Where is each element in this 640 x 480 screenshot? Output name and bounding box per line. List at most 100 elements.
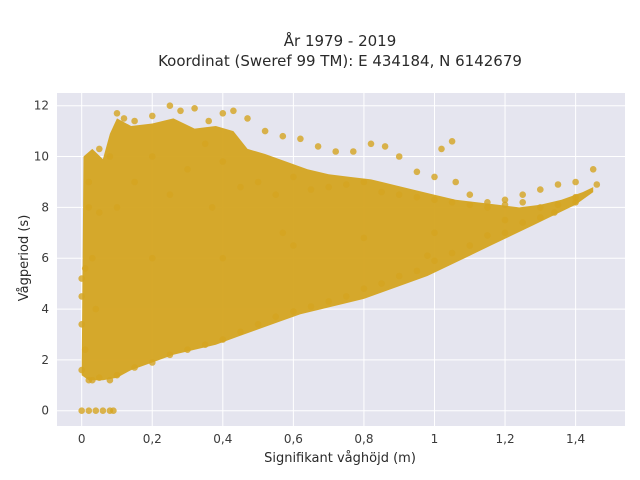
data-point (85, 407, 93, 415)
data-point (149, 112, 156, 120)
data-point (92, 305, 100, 313)
data-point (261, 127, 269, 135)
y-tick-label: 6 (41, 251, 49, 265)
data-point (81, 265, 89, 272)
data-point (325, 298, 333, 305)
y-tick-label: 4 (41, 302, 49, 316)
x-tick-label: 0,4 (213, 432, 232, 446)
data-point (254, 321, 262, 328)
data-point (395, 272, 403, 280)
data-point (431, 229, 438, 237)
data-point (272, 313, 280, 321)
data-point (367, 140, 375, 148)
data-point (448, 199, 456, 206)
data-point (381, 143, 389, 150)
x-tick-label: 0 (78, 432, 86, 446)
data-point (519, 191, 526, 198)
y-tick-label: 10 (34, 150, 49, 164)
data-point (448, 249, 456, 257)
data-point (166, 191, 174, 198)
y-tick-label: 8 (41, 200, 49, 214)
data-point (219, 158, 227, 165)
data-point (431, 173, 438, 181)
data-point (219, 254, 227, 262)
x-tick-label: 0,6 (284, 432, 303, 446)
data-point (413, 267, 421, 275)
data-point (593, 181, 601, 188)
data-point (572, 178, 579, 186)
data-point (378, 280, 385, 287)
y-tick-label: 12 (34, 99, 49, 113)
data-point (106, 376, 114, 384)
data-point (290, 242, 297, 249)
data-point (343, 181, 350, 188)
data-point (92, 407, 100, 415)
data-point (484, 232, 491, 239)
data-point (279, 229, 287, 237)
data-point (466, 242, 474, 249)
data-point (81, 346, 89, 354)
data-point (166, 351, 174, 359)
data-point (395, 191, 403, 198)
data-point (113, 204, 121, 211)
data-point (191, 105, 198, 112)
data-point (343, 293, 350, 300)
data-point (85, 178, 93, 186)
data-point (537, 204, 544, 211)
data-point (110, 407, 117, 415)
data-point (466, 201, 474, 209)
data-point (272, 191, 280, 198)
data-point (177, 107, 184, 115)
data-point (290, 173, 297, 181)
y-axis-ticks: 0 2 4 6 8 10 12 (34, 99, 49, 418)
data-point (184, 346, 191, 354)
y-axis-label: Vågperiod (s) (17, 215, 32, 302)
data-point (237, 183, 244, 191)
data-point (78, 366, 85, 374)
data-point (413, 168, 421, 176)
data-point (205, 117, 212, 125)
data-point (448, 138, 456, 145)
data-point (96, 145, 103, 153)
data-point (78, 275, 85, 282)
data-point (484, 199, 491, 206)
data-point (519, 219, 526, 226)
y-tick-label: 2 (41, 353, 49, 367)
x-tick-label: 1,2 (496, 432, 515, 446)
data-point (244, 115, 251, 122)
data-point (230, 107, 237, 115)
x-tick-label: 0,8 (354, 432, 373, 446)
data-point (113, 371, 121, 379)
data-point (290, 308, 297, 315)
data-point (325, 183, 333, 191)
data-point (254, 178, 262, 186)
data-point (572, 193, 579, 201)
chart-title-line2: Koordinat (Sweref 99 TM): E 434184, N 61… (158, 52, 522, 70)
y-tick-label: 0 (41, 404, 49, 418)
data-point (219, 110, 227, 117)
data-point (572, 199, 579, 206)
data-point (501, 229, 509, 237)
data-point (201, 140, 209, 148)
data-point (78, 293, 85, 300)
data-point (551, 209, 558, 216)
data-point (537, 214, 544, 221)
data-point (113, 110, 121, 117)
data-point (307, 186, 315, 193)
data-point (219, 336, 227, 343)
data-point (501, 196, 509, 204)
dense-point-region (81, 118, 594, 381)
data-point (149, 359, 156, 366)
data-point (314, 143, 322, 150)
data-point (149, 254, 156, 262)
data-point (307, 303, 315, 310)
data-point (149, 153, 156, 160)
data-point (360, 178, 368, 186)
data-point (85, 204, 93, 211)
data-point (452, 178, 460, 186)
data-point (501, 216, 509, 224)
data-point (431, 257, 438, 265)
data-point (501, 201, 509, 209)
data-point (89, 254, 96, 262)
data-point (413, 193, 421, 201)
